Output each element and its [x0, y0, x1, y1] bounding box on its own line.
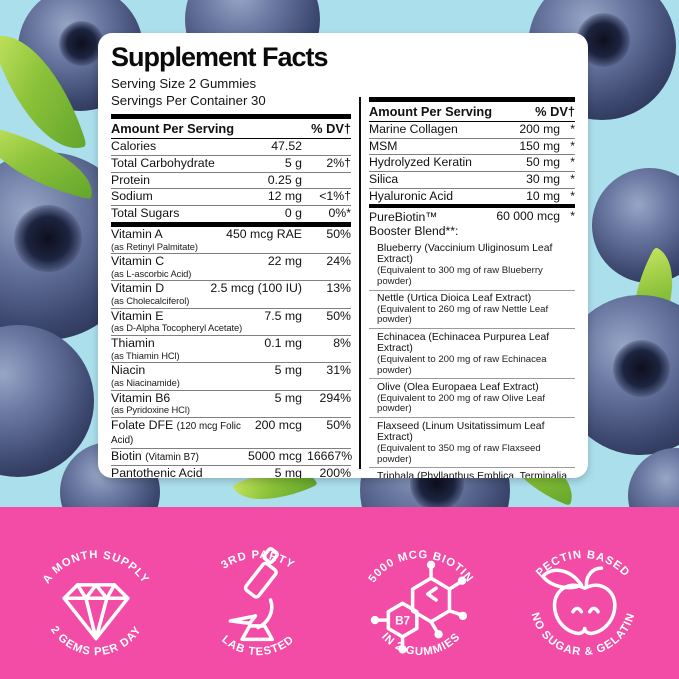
nutrient-row-msm: MSM 150 mg *: [369, 139, 575, 156]
biotin-molecule-icon: [377, 567, 462, 647]
svg-text:2 GEMS PER DAY: 2 GEMS PER DAY: [48, 624, 144, 658]
svg-text:B7: B7: [395, 614, 410, 627]
badge-lab-tested: 3RD PARTY LAB TESTED: [219, 547, 296, 658]
nutrient-row-silica: Silica 30 mg *: [369, 172, 575, 189]
left-table-header: Amount Per Serving % DV†: [111, 114, 351, 139]
botanical-blueberry: Blueberry (Vaccinium Uliginosum Leaf Ext…: [369, 240, 575, 291]
svg-text:IN 2 GUMMIES: IN 2 GUMMIES: [379, 631, 463, 659]
amount-header: Amount Per Serving: [111, 121, 235, 136]
right-table-header: Amount Per Serving % DV†: [369, 97, 575, 122]
svg-text:LAB TESTED: LAB TESTED: [219, 633, 296, 658]
nutrient-row-pantothenic-acid: Pantothenic Acid (as D-Calcium Pantothen…: [111, 466, 351, 478]
botanical-nettle: Nettle (Urtica Dioica Leaf Extract) (Equ…: [369, 291, 575, 330]
nutrient-row-vitamin-b6: Vitamin B6 (as Pyridoxine HCl) 5 mg 294%: [111, 391, 351, 418]
botanical-flaxseed: Flaxseed (Linum Usitatissimum Leaf Extra…: [369, 418, 575, 469]
nutrient-row-protein: Protein 0.25 g: [111, 173, 351, 190]
badge-biotin: 5000 MCG BIOTIN IN 2 GUMMIES B7: [366, 549, 474, 659]
nutrient-row-marine-collagen: Marine Collagen 200 mg *: [369, 122, 575, 139]
nutrient-row-biotin: Biotin (Vitamin B7) 5000 mcg 16667%: [111, 449, 352, 466]
nutrient-row-niacin: Niacin (as Niacinamide) 5 mg 31%: [111, 363, 351, 391]
facts-right-column: Amount Per Serving % DV† Marine Collagen…: [359, 97, 575, 478]
nutrient-row-vitamin-a: Vitamin A (as Retinyl Palmitate) 450 mcg…: [111, 227, 351, 255]
nutrient-row-hyaluronic-acid: Hyaluronic Acid 10 mg *: [369, 189, 575, 209]
nutrient-row-total-carbohydrate: Total Carbohydrate 5 g 2%†: [111, 156, 351, 173]
dv-header: % DV†: [535, 104, 575, 119]
nutrient-row-vitamin-d: Vitamin D (as Cholecalciferol) 2.5 mcg (…: [111, 281, 351, 309]
supplement-facts-title: Supplement Facts: [111, 42, 329, 72]
nutrient-row-total-sugars: Total Sugars 0 g 0%*: [111, 206, 351, 227]
svg-text:NO SUGAR & GELATIN: NO SUGAR & GELATIN: [529, 611, 638, 658]
amount-header: Amount Per Serving: [369, 104, 493, 119]
nutrient-row-vitamin-e: Vitamin E (as D-Alpha Tocopheryl Acetate…: [111, 309, 351, 337]
nutrient-row-calories: Calories 47.52: [111, 139, 351, 156]
diamond-icon: [62, 583, 130, 641]
svg-text:A MONTH SUPPLY: A MONTH SUPPLY: [40, 549, 151, 586]
serving-size: Serving Size 2 Gummies: [111, 76, 257, 91]
servings-per-container: Servings Per Container 30: [111, 92, 266, 108]
badge-pectin-based: PECTIN BASED NO SUGAR & GELATIN: [529, 549, 638, 658]
badge-month-supply: A MONTH SUPPLY 2 GEMS PER DAY: [40, 549, 151, 658]
microscope-icon: [228, 547, 280, 642]
svg-text:PECTIN BASED: PECTIN BASED: [534, 549, 632, 579]
nutrient-row-folate: Folate DFE (120 mcg Folic Acid) 200 mcg …: [111, 418, 351, 449]
botanical-triphala: Triphala (Phyllanthus Emblica, Terminali…: [369, 468, 575, 478]
nutrient-row-vitamin-c: Vitamin C (as L-ascorbic Acid) 22 mg 24%: [111, 254, 351, 282]
peach-icon: [541, 566, 617, 636]
nutrient-row-sodium: Sodium 12 mg <1%†: [111, 189, 351, 207]
botanical-echinacea: Echinacea (Echinacea Purpurea Leaf Extra…: [369, 329, 575, 380]
dv-header: % DV†: [311, 121, 351, 136]
facts-left-column: Supplement Facts Serving Size 2 Gummies …: [111, 42, 352, 478]
nutrient-row-thiamin: Thiamin (as Thiamin HCl) 0.1 mg 8%: [111, 336, 351, 364]
botanical-olive: Olive (Olea Europaea Leaf Extract) (Equi…: [369, 379, 575, 419]
supplement-facts-panel: Supplement Facts Serving Size 2 Gummies …: [98, 33, 588, 478]
purebiotin-blend-row: PureBiotin™ Booster Blend**: 60 000 mcg …: [369, 209, 575, 239]
features-strip: A MONTH SUPPLY 2 GEMS PER DAY 3RD PARTY …: [0, 507, 679, 679]
nutrient-row-hydrolyzed-keratin: Hydrolyzed Keratin 50 mg *: [369, 155, 575, 172]
